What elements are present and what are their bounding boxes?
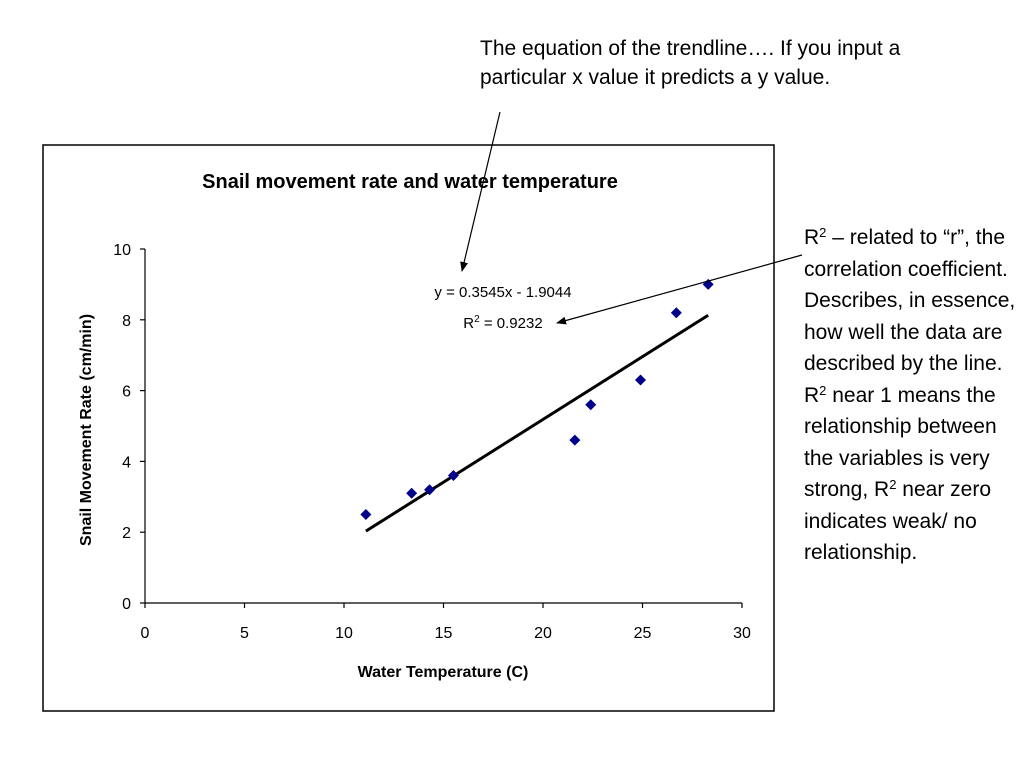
axes: 0 5 10 15 20 25 30 0 2 4 6 8 10	[113, 242, 751, 642]
trendline-group	[365, 314, 709, 533]
superscript-2: 2	[819, 224, 827, 240]
y-tick-label: 4	[122, 454, 131, 471]
data-point	[585, 399, 597, 411]
data-point	[447, 470, 459, 482]
superscript-2: 2	[889, 476, 897, 492]
y-tick-label: 10	[113, 242, 131, 259]
x-tick-label: 20	[534, 625, 552, 642]
r2-note-part1: – related to “r”, the correlation coeffi…	[804, 226, 1016, 407]
data-point	[670, 307, 682, 319]
r2-note-part2: near 1 means the relationship between th…	[804, 383, 997, 502]
chart-frame	[42, 144, 775, 712]
r-letter: R	[804, 226, 820, 249]
y-tick-label: 0	[122, 596, 131, 613]
x-tick-label: 25	[634, 625, 652, 642]
y-tick-label: 6	[122, 384, 131, 401]
r-squared-value: R2 = 0.9232	[463, 314, 542, 332]
x-tick-label: 10	[335, 625, 353, 642]
data-points	[360, 278, 714, 520]
x-tick-label: 0	[141, 625, 150, 642]
y-axis-label: Snail Movement Rate (cm/min)	[78, 314, 95, 546]
trendline-equation: y = 0.3545x - 1.9044	[434, 284, 571, 301]
r2-suffix: = 0.9232	[480, 315, 543, 332]
trendline-equation-annotation: The equation of the trendline…. If you i…	[480, 37, 901, 89]
x-tick-label: 5	[240, 625, 249, 642]
x-tick-label: 15	[435, 625, 453, 642]
data-point	[569, 434, 581, 446]
data-point	[635, 374, 647, 386]
equation-arrow	[460, 111, 501, 272]
data-point	[424, 484, 436, 496]
data-point	[360, 509, 372, 520]
trendline	[365, 314, 709, 533]
x-tick-label: 30	[733, 625, 751, 642]
chart-title: Snail movement rate and water temperatur…	[202, 171, 618, 193]
r2-superscript: 2	[474, 314, 480, 325]
r2-prefix: R	[463, 315, 474, 332]
y-tick-label: 2	[122, 525, 131, 542]
r2-arrow	[556, 254, 803, 325]
r2-note-part3: near zero indicates weak/ no relationshi…	[804, 478, 992, 564]
y-tick-label: 8	[122, 313, 131, 330]
r-squared-annotation: R2 – related to “r”, the correlation coe…	[804, 222, 1020, 569]
data-point	[406, 487, 418, 499]
x-axis-label: Water Temperature (C)	[358, 664, 529, 681]
superscript-2: 2	[819, 382, 827, 398]
